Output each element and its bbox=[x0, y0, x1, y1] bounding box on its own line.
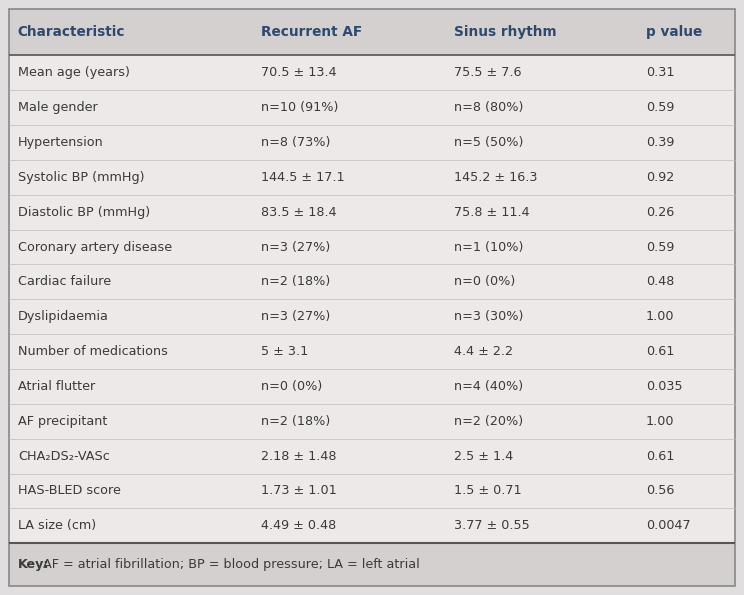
Text: Coronary artery disease: Coronary artery disease bbox=[18, 240, 172, 253]
Bar bbox=[9, 543, 735, 586]
Text: 4.4 ± 2.2: 4.4 ± 2.2 bbox=[454, 345, 513, 358]
Text: n=10 (91%): n=10 (91%) bbox=[261, 101, 339, 114]
Text: 1.5 ± 0.71: 1.5 ± 0.71 bbox=[454, 484, 521, 497]
Text: 0.61: 0.61 bbox=[646, 450, 674, 462]
Text: LA size (cm): LA size (cm) bbox=[18, 519, 96, 533]
Text: Systolic BP (mmHg): Systolic BP (mmHg) bbox=[18, 171, 144, 184]
Text: n=0 (0%): n=0 (0%) bbox=[261, 380, 322, 393]
Text: n=3 (30%): n=3 (30%) bbox=[454, 310, 523, 323]
Text: Sinus rhythm: Sinus rhythm bbox=[454, 25, 557, 39]
Text: Mean age (years): Mean age (years) bbox=[18, 66, 129, 79]
Text: Characteristic: Characteristic bbox=[18, 25, 125, 39]
Text: 5 ± 3.1: 5 ± 3.1 bbox=[261, 345, 308, 358]
Text: Cardiac failure: Cardiac failure bbox=[18, 275, 111, 289]
Text: n=0 (0%): n=0 (0%) bbox=[454, 275, 515, 289]
Text: 0.48: 0.48 bbox=[646, 275, 674, 289]
Text: 1.00: 1.00 bbox=[646, 310, 675, 323]
Text: Number of medications: Number of medications bbox=[18, 345, 167, 358]
Text: 1.00: 1.00 bbox=[646, 415, 675, 428]
Text: n=2 (20%): n=2 (20%) bbox=[454, 415, 523, 428]
Text: 0.31: 0.31 bbox=[646, 66, 675, 79]
Text: n=4 (40%): n=4 (40%) bbox=[454, 380, 523, 393]
Text: n=3 (27%): n=3 (27%) bbox=[261, 310, 330, 323]
Bar bbox=[9, 9, 735, 55]
Text: 0.61: 0.61 bbox=[646, 345, 674, 358]
Text: 145.2 ± 16.3: 145.2 ± 16.3 bbox=[454, 171, 537, 184]
Text: 0.59: 0.59 bbox=[646, 101, 674, 114]
Text: 2.18 ± 1.48: 2.18 ± 1.48 bbox=[261, 450, 336, 462]
Text: 0.035: 0.035 bbox=[646, 380, 682, 393]
Text: 2.5 ± 1.4: 2.5 ± 1.4 bbox=[454, 450, 513, 462]
Text: n=2 (18%): n=2 (18%) bbox=[261, 415, 330, 428]
Text: Male gender: Male gender bbox=[18, 101, 97, 114]
Text: 0.56: 0.56 bbox=[646, 484, 674, 497]
Text: Key:: Key: bbox=[18, 558, 49, 571]
Text: n=5 (50%): n=5 (50%) bbox=[454, 136, 523, 149]
Text: 4.49 ± 0.48: 4.49 ± 0.48 bbox=[261, 519, 336, 533]
Text: HAS-BLED score: HAS-BLED score bbox=[18, 484, 121, 497]
Text: AF precipitant: AF precipitant bbox=[18, 415, 107, 428]
Text: Recurrent AF: Recurrent AF bbox=[261, 25, 362, 39]
Text: 0.0047: 0.0047 bbox=[646, 519, 690, 533]
Text: p value: p value bbox=[646, 25, 702, 39]
Text: 1.73 ± 1.01: 1.73 ± 1.01 bbox=[261, 484, 337, 497]
Text: 75.5 ± 7.6: 75.5 ± 7.6 bbox=[454, 66, 521, 79]
Text: Diastolic BP (mmHg): Diastolic BP (mmHg) bbox=[18, 206, 150, 218]
Text: 3.77 ± 0.55: 3.77 ± 0.55 bbox=[454, 519, 529, 533]
Text: 75.8 ± 11.4: 75.8 ± 11.4 bbox=[454, 206, 529, 218]
Text: n=3 (27%): n=3 (27%) bbox=[261, 240, 330, 253]
Text: 0.26: 0.26 bbox=[646, 206, 674, 218]
Text: Hypertension: Hypertension bbox=[18, 136, 103, 149]
Text: CHA₂DS₂-VASc: CHA₂DS₂-VASc bbox=[18, 450, 109, 462]
Text: n=8 (80%): n=8 (80%) bbox=[454, 101, 523, 114]
Text: Atrial flutter: Atrial flutter bbox=[18, 380, 95, 393]
Text: 0.39: 0.39 bbox=[646, 136, 674, 149]
Text: Dyslipidaemia: Dyslipidaemia bbox=[18, 310, 109, 323]
Text: AF = atrial fibrillation; BP = blood pressure; LA = left atrial: AF = atrial fibrillation; BP = blood pre… bbox=[39, 558, 420, 571]
Text: 83.5 ± 18.4: 83.5 ± 18.4 bbox=[261, 206, 337, 218]
Text: 0.59: 0.59 bbox=[646, 240, 674, 253]
Text: 70.5 ± 13.4: 70.5 ± 13.4 bbox=[261, 66, 337, 79]
Text: n=2 (18%): n=2 (18%) bbox=[261, 275, 330, 289]
Text: n=8 (73%): n=8 (73%) bbox=[261, 136, 330, 149]
Text: 0.92: 0.92 bbox=[646, 171, 674, 184]
Text: n=1 (10%): n=1 (10%) bbox=[454, 240, 523, 253]
Text: 144.5 ± 17.1: 144.5 ± 17.1 bbox=[261, 171, 344, 184]
